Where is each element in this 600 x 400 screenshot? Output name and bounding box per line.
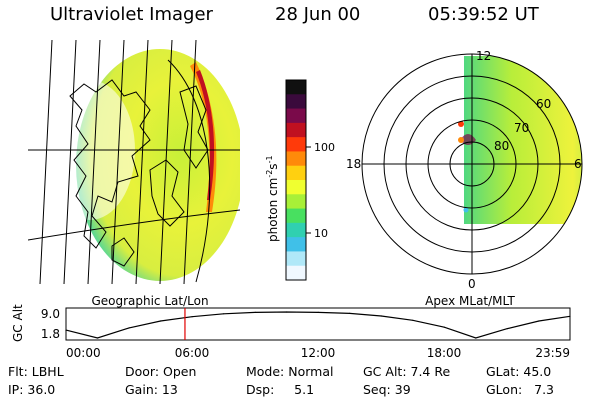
polar-plot-panel: 12 18 6 0 60 70 80: [346, 49, 583, 291]
door-info: Door: Open: [125, 364, 197, 379]
altitude-plot-frame: [65, 307, 571, 341]
altitude-point: [65, 329, 67, 331]
altitude-point: [443, 326, 445, 328]
altitude-point: [160, 320, 162, 322]
altitude-point: [538, 320, 540, 322]
dsp-info: Dsp: 5.1: [246, 382, 315, 397]
xtick-1800: 18:00: [427, 346, 462, 360]
colorbar-label: photon cm-2s-1: [265, 155, 280, 242]
altitude-point: [569, 315, 571, 317]
altitude-point: [96, 337, 99, 339]
xtick-2359: 23:59: [535, 346, 570, 360]
altitude-ytick-max: 9.0: [41, 307, 60, 321]
colorbar-ticks: 100 10: [306, 141, 335, 240]
filter-info: Flt: LBHL: [8, 364, 64, 379]
glon-info: GLon: 7.3: [486, 382, 555, 397]
polar-grid: [361, 53, 583, 275]
altitude-plot: GC Alt 9.0 1.8 00:00 06:00 12:00 18:00 2…: [11, 304, 571, 360]
mlt-label-18: 18: [346, 157, 361, 171]
colorbar-segment: [286, 194, 306, 210]
geographic-image-panel: [28, 40, 240, 284]
colorbar-frame: [285, 79, 307, 281]
altitude-point: [223, 313, 225, 315]
colorbar-segment: [286, 180, 306, 195]
altitude-point: [254, 311, 256, 313]
colorbar-segment: [286, 208, 306, 224]
colorbar-segment: [286, 108, 306, 124]
gain-info: Gain: 13: [125, 382, 178, 397]
right-panel-caption: Apex MLat/MLT: [425, 294, 515, 308]
altitude-ytick-min: 1.8: [41, 327, 60, 341]
seq-info: Seq: 39: [363, 382, 411, 397]
colorbar-segment: [286, 151, 306, 167]
coastlines: [69, 79, 209, 267]
app-title: Ultraviolet Imager: [50, 4, 213, 25]
ip-info: IP: 36.0: [8, 382, 56, 397]
colorbar-segment: [286, 122, 306, 138]
colorbar-segment: [286, 94, 306, 110]
colorbar-tick-10: 10: [314, 227, 328, 240]
mlt-label-0: 0: [468, 277, 476, 291]
colorbar: [286, 80, 306, 281]
xtick-0000: 00:00: [66, 346, 101, 360]
altitude-point: [286, 311, 288, 313]
altitude-point: [128, 327, 130, 329]
left-panel-caption: Geographic Lat/Lon: [91, 294, 208, 308]
mlt-label-12: 12: [476, 49, 491, 63]
colorbar-segment: [286, 80, 306, 95]
lat-label-80: 80: [494, 139, 509, 153]
colorbar-tick-100: 100: [314, 141, 335, 154]
altitude-ylabel: GC Alt: [11, 304, 25, 342]
date-label: 28 Jun 00: [275, 4, 361, 25]
altitude-series-line: [65, 311, 571, 339]
altitude-point: [506, 328, 508, 330]
altitude-point: [380, 315, 382, 317]
lat-label-60: 60: [536, 97, 551, 111]
altitude-point: [317, 311, 319, 313]
colorbar-segment: [286, 265, 306, 281]
xtick-0600: 06:00: [175, 346, 210, 360]
colorbar-segment: [286, 251, 306, 267]
lat-label-70: 70: [514, 121, 529, 135]
gc-alt-info: GC Alt: 7.4 Re: [363, 364, 451, 379]
altitude-point: [191, 316, 193, 318]
colorbar-segment: [286, 222, 306, 238]
colorbar-segment: [286, 165, 306, 181]
colorbar-segment: [286, 137, 306, 153]
mlt-label-6: 6: [574, 157, 582, 171]
altitude-point: [475, 337, 477, 339]
altitude-point: [349, 312, 351, 314]
altitude-point: [412, 319, 414, 321]
glat-info: GLat: 45.0: [486, 364, 552, 379]
mode-info: Mode: Normal: [246, 364, 334, 379]
colorbar-segment: [286, 237, 306, 253]
xtick-1200: 12:00: [301, 346, 336, 360]
time-label: 05:39:52 UT: [428, 4, 539, 25]
